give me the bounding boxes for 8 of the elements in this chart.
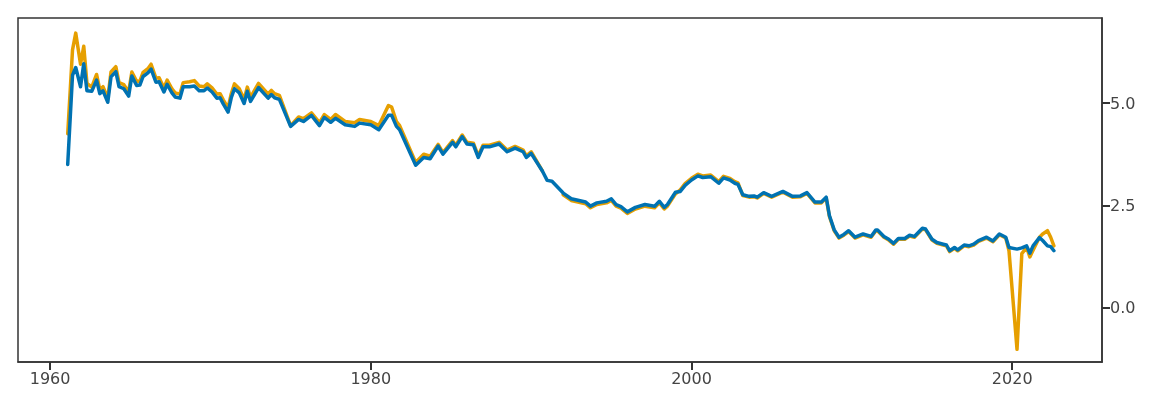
y-tick-label: 2.5 <box>1110 195 1136 215</box>
y-tick-label: 5.0 <box>1110 93 1136 113</box>
x-tick-label: 2020 <box>991 368 1033 388</box>
line-series <box>65 62 1056 255</box>
x-tick-label: 1960 <box>29 368 71 388</box>
x-tick-label: 1980 <box>350 368 392 388</box>
y-tick-label: 0.0 <box>1110 298 1136 318</box>
x-tick-label: 2000 <box>671 368 712 388</box>
